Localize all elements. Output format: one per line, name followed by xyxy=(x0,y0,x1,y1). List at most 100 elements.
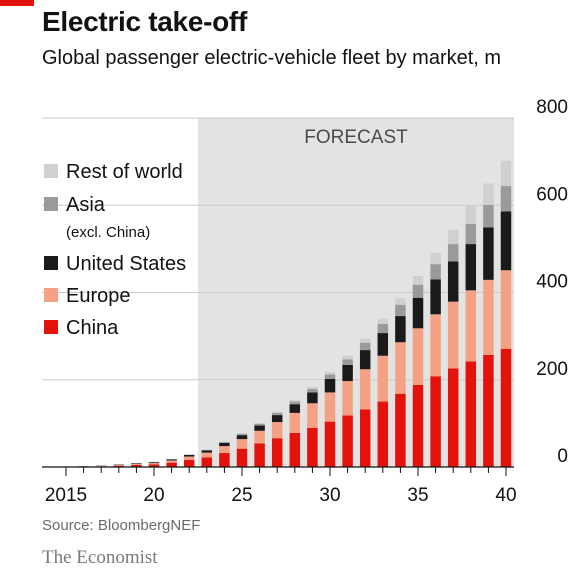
bar-united-states-2020 xyxy=(148,462,160,464)
bar-china-2027 xyxy=(271,438,283,467)
bar-united-states-2036 xyxy=(430,279,441,315)
chart-title: Electric take-off xyxy=(42,6,247,37)
bar-rest-of-world-2031 xyxy=(342,355,353,360)
bar-asia-2031 xyxy=(342,359,353,365)
forecast-label: FORECAST xyxy=(304,127,408,148)
bar-united-states-2040 xyxy=(500,211,512,271)
legend-swatch-china xyxy=(44,320,58,334)
legend-label-asia: Asia xyxy=(66,194,106,216)
bar-europe-2021 xyxy=(166,460,177,463)
bar-rest-of-world-2033 xyxy=(377,318,389,324)
bar-asia-2027 xyxy=(271,412,283,416)
bar-europe-2037 xyxy=(447,301,459,369)
x-tick-label-2015: 2015 xyxy=(45,485,87,506)
bar-asia-2037 xyxy=(447,244,459,262)
bar-united-states-2019 xyxy=(131,463,142,464)
bar-united-states-2034 xyxy=(395,316,406,343)
bar-europe-2023 xyxy=(201,452,213,458)
bar-china-2032 xyxy=(359,409,371,467)
bar-united-states-2031 xyxy=(342,364,353,382)
bar-china-2020 xyxy=(148,464,160,467)
bar-china-2026 xyxy=(254,443,265,467)
bar-china-2030 xyxy=(324,421,336,467)
x-tick-label-2020: 20 xyxy=(143,485,164,506)
bar-rest-of-world-2034 xyxy=(395,298,406,305)
bar-china-2029 xyxy=(307,427,318,467)
bar-europe-2038 xyxy=(465,290,477,362)
legend-swatch-united-states xyxy=(44,256,58,270)
bar-asia-2023 xyxy=(201,449,213,451)
bar-asia-2033 xyxy=(377,323,389,334)
bar-united-states-2028 xyxy=(289,404,301,413)
bar-europe-2019 xyxy=(131,463,142,465)
bar-europe-2034 xyxy=(395,342,406,394)
bar-rest-of-world-2025 xyxy=(236,433,248,434)
bar-asia-2025 xyxy=(236,433,248,436)
bar-china-2034 xyxy=(395,393,406,467)
bar-china-2018 xyxy=(113,465,125,467)
bar-china-2036 xyxy=(430,376,441,467)
bar-rest-of-world-2036 xyxy=(430,252,441,265)
legend-swatch-asia xyxy=(44,197,58,211)
source-note: Source: BloombergNEF xyxy=(42,517,201,534)
bar-china-2031 xyxy=(342,415,353,467)
bar-asia-2040 xyxy=(500,186,512,212)
bar-asia-2028 xyxy=(289,401,301,405)
y-tick-label-0: 0 xyxy=(557,446,568,467)
bar-europe-2035 xyxy=(412,328,424,385)
bar-europe-2027 xyxy=(271,422,283,439)
bar-rest-of-world-2028 xyxy=(289,399,301,402)
x-tick-label-2040: 40 xyxy=(495,485,516,506)
bar-united-states-2039 xyxy=(483,227,494,280)
bar-asia-2024 xyxy=(219,442,230,444)
bar-europe-2020 xyxy=(148,463,160,465)
legend-label-rest-of-world: Rest of world xyxy=(66,161,183,183)
bar-europe-2033 xyxy=(377,355,389,402)
bar-europe-2032 xyxy=(359,369,371,410)
bar-rest-of-world-2032 xyxy=(359,338,371,343)
bar-asia-2030 xyxy=(324,374,336,379)
bar-china-2035 xyxy=(412,384,424,467)
bar-china-2038 xyxy=(465,361,477,467)
bar-china-2040 xyxy=(500,348,512,467)
bar-europe-2030 xyxy=(324,392,336,422)
legend-label-china: China xyxy=(66,317,119,339)
y-tick-label-800: 800 xyxy=(536,97,568,118)
bar-united-states-2024 xyxy=(219,443,230,447)
x-tick-label-2025: 25 xyxy=(231,485,252,506)
publisher-logo: The Economist xyxy=(42,547,158,568)
brand-accent-bar xyxy=(0,0,34,6)
bar-united-states-2030 xyxy=(324,378,336,393)
bar-rest-of-world-2040 xyxy=(500,160,512,187)
bar-china-2028 xyxy=(289,432,301,467)
legend-sublabel-asia: (excl. China) xyxy=(66,224,150,241)
bar-united-states-2023 xyxy=(201,450,213,453)
bar-asia-2039 xyxy=(483,204,494,228)
bar-united-states-2032 xyxy=(359,350,371,370)
bar-asia-2034 xyxy=(395,304,406,317)
bar-europe-2028 xyxy=(289,412,301,433)
y-tick-label-400: 400 xyxy=(536,272,568,293)
bar-europe-2039 xyxy=(483,279,494,355)
bar-europe-2040 xyxy=(500,270,512,349)
legend-label-europe: Europe xyxy=(66,285,131,307)
bar-united-states-2022 xyxy=(183,455,195,457)
bar-europe-2025 xyxy=(236,439,248,449)
bar-china-2033 xyxy=(377,401,389,467)
bar-china-2023 xyxy=(201,457,213,467)
bar-united-states-2037 xyxy=(447,261,459,302)
bar-united-states-2029 xyxy=(307,392,318,404)
bar-europe-2036 xyxy=(430,314,441,377)
x-tick-label-2035: 35 xyxy=(407,485,428,506)
bar-china-2039 xyxy=(483,354,494,467)
bar-asia-2026 xyxy=(254,423,265,426)
bar-europe-2029 xyxy=(307,403,318,428)
x-tick-label-2030: 30 xyxy=(319,485,340,506)
stacked-bar-chart: FORECAST 0 200 400 600 800 2015 20 25 30 35 40 Rest … xyxy=(42,97,568,506)
bar-asia-2035 xyxy=(412,284,424,298)
bar-united-states-2021 xyxy=(166,459,177,461)
bar-china-2019 xyxy=(131,464,142,467)
bar-united-states-2027 xyxy=(271,415,283,423)
bar-china-2037 xyxy=(447,368,459,467)
y-tick-label-200: 200 xyxy=(536,359,568,380)
